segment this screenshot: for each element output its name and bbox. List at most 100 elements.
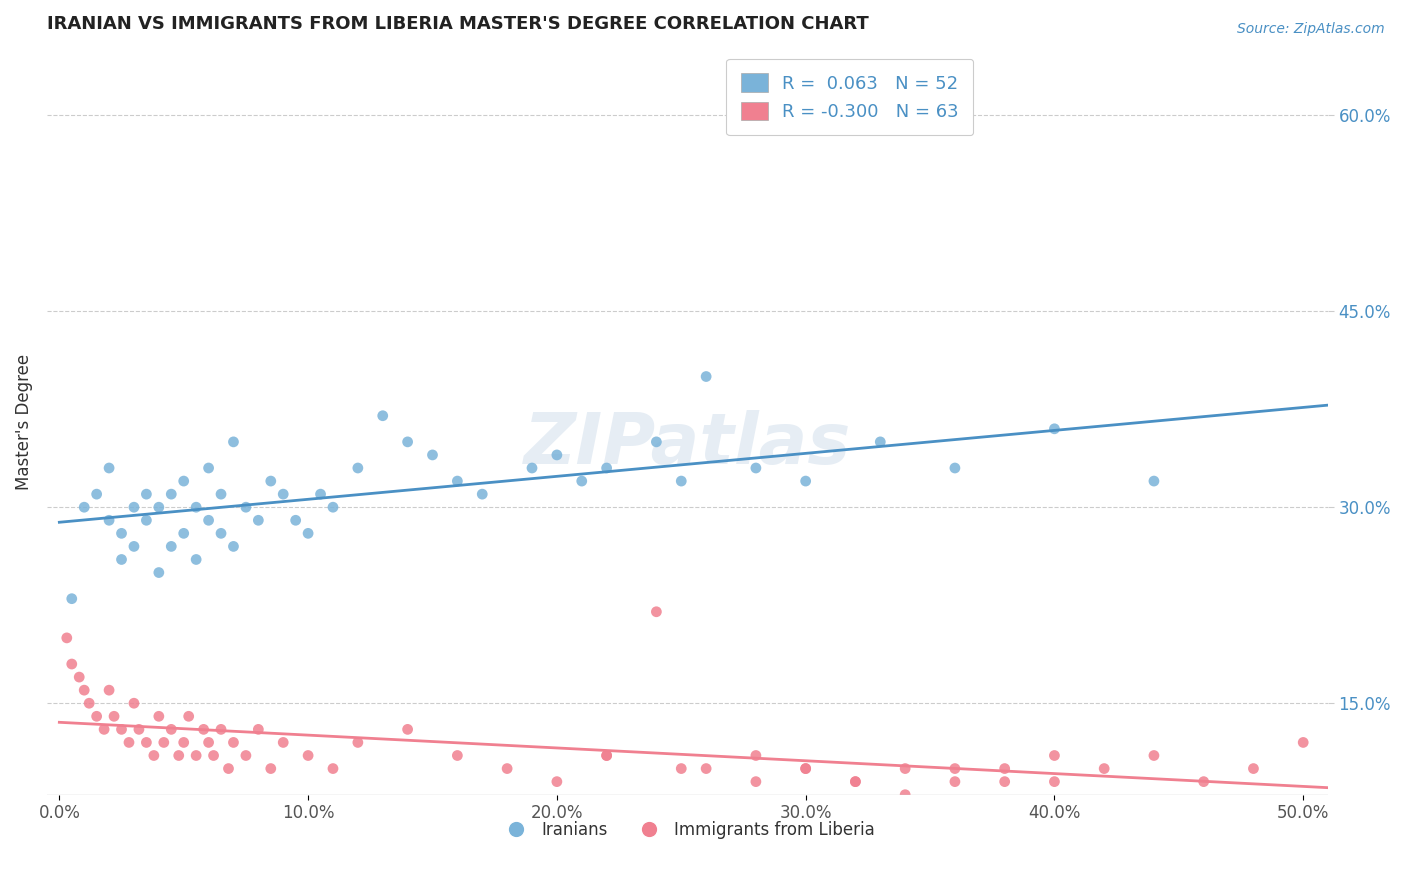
Point: [177, 709, 200, 723]
Point: [347, 735, 370, 749]
Point: [322, 500, 344, 515]
Point: [794, 474, 817, 488]
Point: [128, 723, 150, 737]
Point: [371, 409, 394, 423]
Point: [260, 474, 283, 488]
Point: [943, 762, 966, 776]
Point: [173, 526, 195, 541]
Point: [247, 723, 270, 737]
Text: IRANIAN VS IMMIGRANTS FROM LIBERIA MASTER'S DEGREE CORRELATION CHART: IRANIAN VS IMMIGRANTS FROM LIBERIA MASTE…: [46, 15, 869, 33]
Point: [794, 762, 817, 776]
Point: [86, 487, 108, 501]
Point: [197, 735, 219, 749]
Point: [1043, 748, 1066, 763]
Point: [571, 474, 593, 488]
Point: [247, 513, 270, 527]
Point: [546, 448, 568, 462]
Point: [122, 540, 145, 554]
Point: [110, 723, 132, 737]
Point: [645, 434, 668, 449]
Point: [218, 762, 240, 776]
Point: [446, 748, 468, 763]
Point: [1043, 774, 1066, 789]
Point: [347, 461, 370, 475]
Point: [110, 526, 132, 541]
Point: [943, 461, 966, 475]
Point: [745, 774, 768, 789]
Point: [56, 631, 79, 645]
Point: [943, 774, 966, 789]
Point: [209, 723, 232, 737]
Point: [98, 683, 121, 698]
Point: [173, 735, 195, 749]
Point: [994, 774, 1017, 789]
Point: [135, 513, 157, 527]
Point: [197, 513, 219, 527]
Point: [271, 735, 294, 749]
Point: [260, 762, 283, 776]
Point: [160, 487, 183, 501]
Point: [118, 735, 141, 749]
Point: [869, 434, 891, 449]
Point: [1143, 474, 1166, 488]
Point: [103, 709, 125, 723]
Point: [142, 748, 165, 763]
Point: [167, 748, 190, 763]
Point: [160, 540, 183, 554]
Point: [297, 748, 319, 763]
Point: [60, 657, 83, 671]
Point: [110, 552, 132, 566]
Point: [546, 774, 568, 789]
Point: [994, 762, 1017, 776]
Legend: Iranians, Immigrants from Liberia: Iranians, Immigrants from Liberia: [494, 814, 882, 846]
Point: [222, 735, 245, 749]
Point: [197, 461, 219, 475]
Point: [271, 487, 294, 501]
Point: [222, 540, 245, 554]
Point: [309, 487, 332, 501]
Point: [1243, 762, 1265, 776]
Point: [173, 474, 195, 488]
Text: Source: ZipAtlas.com: Source: ZipAtlas.com: [1237, 22, 1385, 37]
Point: [160, 723, 183, 737]
Point: [844, 774, 866, 789]
Point: [595, 461, 617, 475]
Point: [595, 748, 617, 763]
Point: [73, 683, 96, 698]
Point: [794, 762, 817, 776]
Point: [844, 774, 866, 789]
Point: [135, 735, 157, 749]
Point: [148, 500, 170, 515]
Point: [148, 709, 170, 723]
Point: [520, 461, 543, 475]
Text: ZIPatlas: ZIPatlas: [524, 410, 851, 479]
Point: [98, 461, 121, 475]
Point: [186, 748, 208, 763]
Point: [77, 696, 100, 710]
Point: [86, 709, 108, 723]
Point: [222, 434, 245, 449]
Point: [645, 605, 668, 619]
Point: [894, 788, 917, 802]
Point: [1092, 762, 1115, 776]
Point: [202, 748, 225, 763]
Point: [695, 369, 717, 384]
Point: [98, 513, 121, 527]
Point: [1043, 422, 1066, 436]
Point: [235, 500, 257, 515]
Point: [396, 434, 419, 449]
Point: [186, 552, 208, 566]
Point: [396, 723, 419, 737]
Point: [73, 500, 96, 515]
Point: [422, 448, 444, 462]
Point: [894, 762, 917, 776]
Point: [193, 723, 215, 737]
Point: [67, 670, 90, 684]
Point: [745, 461, 768, 475]
Point: [235, 748, 257, 763]
Point: [1192, 774, 1215, 789]
Point: [209, 526, 232, 541]
Point: [496, 762, 519, 776]
Point: [60, 591, 83, 606]
Point: [1292, 735, 1315, 749]
